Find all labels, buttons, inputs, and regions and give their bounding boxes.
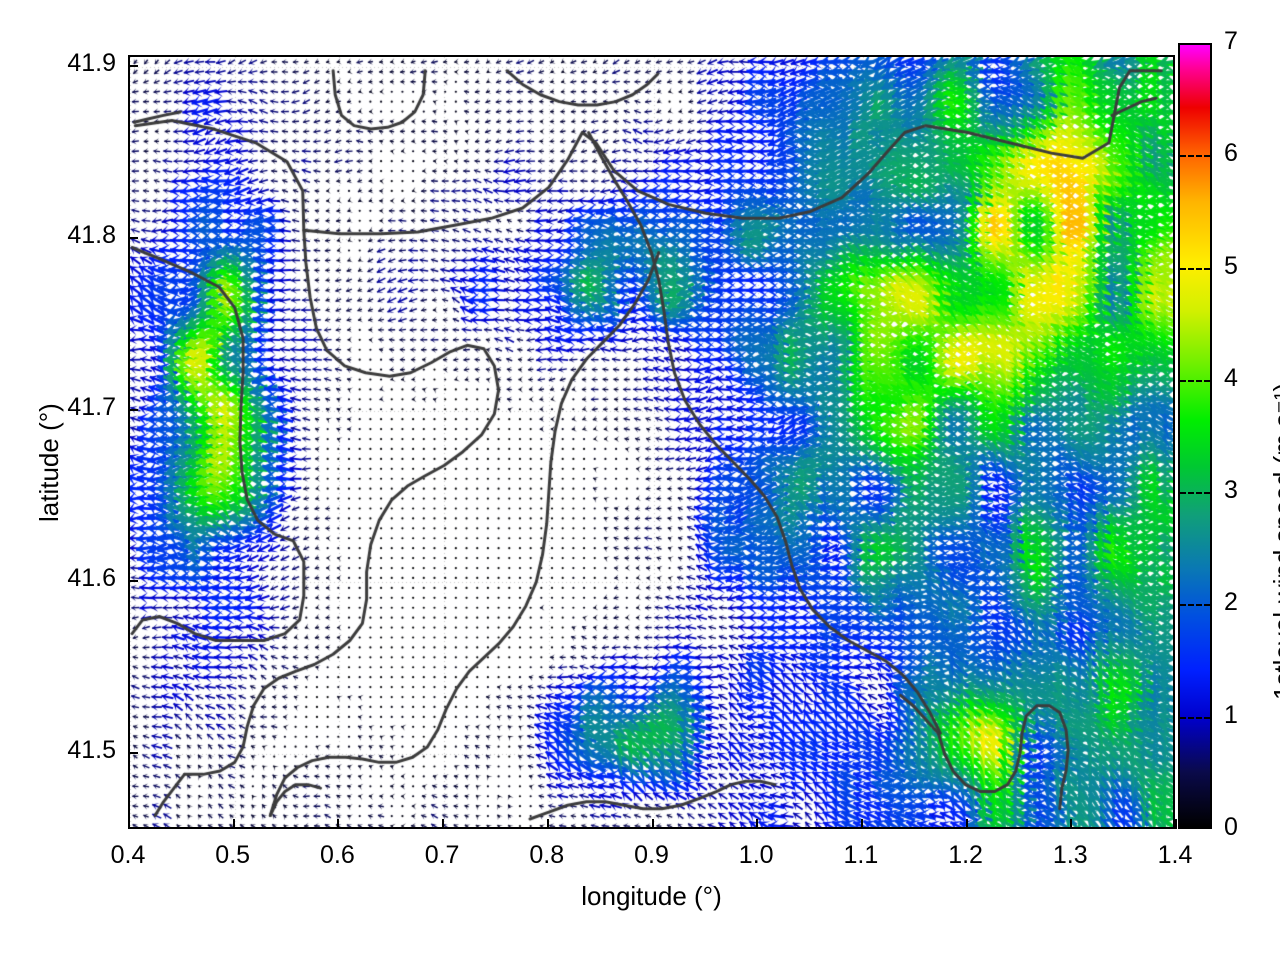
x-tickmark [1070, 819, 1073, 829]
x-tick-label: 0.9 [634, 841, 669, 869]
x-tick-label: 1.3 [1052, 841, 1088, 869]
y-tick-label: 41.7 [67, 392, 116, 421]
colorbar-tick-label: 7 [1224, 27, 1238, 55]
x-tick-label: 0.4 [110, 841, 146, 869]
x-tickmark [965, 819, 968, 829]
y-tickmark [128, 236, 138, 239]
colorbar-tickmark [1180, 155, 1210, 158]
colorbar-tick-label: 3 [1224, 476, 1238, 505]
x-tick-label: 1.2 [948, 841, 983, 869]
x-tick-label: 0.7 [424, 841, 460, 869]
x-tick-label: 0.8 [529, 841, 565, 869]
colorbar[interactable] [1178, 43, 1212, 829]
colorbar-gradient [1180, 45, 1210, 827]
plot-area[interactable] [128, 55, 1175, 829]
y-tickmark [128, 580, 138, 583]
x-tickmark [442, 819, 445, 829]
colorbar-tickmark [1180, 43, 1210, 45]
colorbar-tick-label: 4 [1224, 363, 1238, 392]
x-tickmark [1175, 819, 1177, 829]
colorbar-tickmark [1180, 716, 1210, 719]
y-tickmark [128, 751, 138, 754]
colorbar-tick-label: 1 [1224, 700, 1238, 729]
x-tickmark [337, 819, 340, 829]
y-tick-label: 41.6 [67, 564, 116, 593]
x-tick-label: 1.1 [843, 841, 879, 869]
coastline-layer [130, 57, 1173, 827]
y-tickmark [128, 65, 138, 68]
x-tickmark [651, 819, 654, 829]
colorbar-tickmark [1180, 379, 1210, 382]
x-tickmark [546, 819, 549, 829]
x-tickmark [232, 819, 235, 829]
y-tick-label: 41.9 [67, 49, 116, 78]
colorbar-title: 1stlevel-wind speed (m s⁻¹) [1268, 382, 1280, 700]
y-tick-label: 41.8 [67, 220, 116, 249]
colorbar-tickmark [1180, 492, 1210, 495]
x-tickmark [860, 819, 863, 829]
y-tickmark [128, 408, 138, 411]
colorbar-tick-label: 6 [1224, 139, 1238, 168]
x-tick-label: 1.0 [738, 841, 774, 869]
x-axis-title: longitude (°) [581, 881, 722, 911]
colorbar-tick-label: 0 [1224, 813, 1238, 841]
colorbar-tick-label: 5 [1224, 251, 1238, 280]
colorbar-tick-label: 2 [1224, 588, 1238, 617]
colorbar-tickmark [1180, 267, 1210, 270]
x-tick-label: 0.5 [215, 841, 251, 869]
y-axis-title: latitude (°) [34, 403, 64, 522]
x-tickmark [128, 819, 130, 829]
y-tick-label: 41.5 [67, 735, 116, 764]
x-tickmark [756, 819, 759, 829]
x-tick-label: 1.4 [1157, 841, 1193, 869]
x-tick-label: 0.6 [320, 841, 355, 869]
colorbar-tickmark [1180, 604, 1210, 607]
